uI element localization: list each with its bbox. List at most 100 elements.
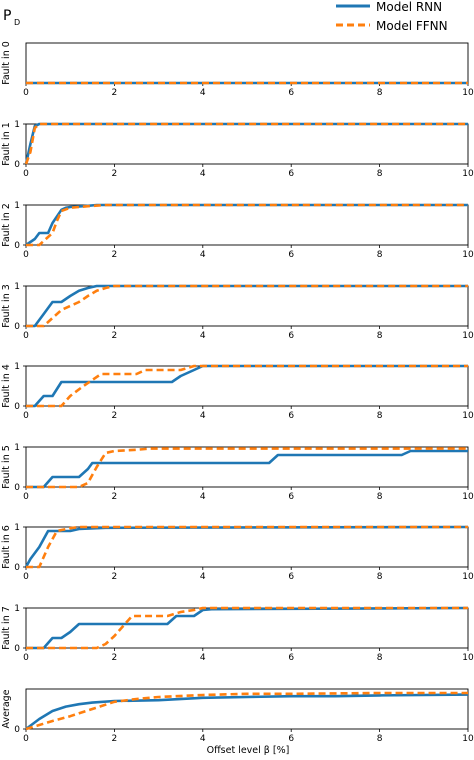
y-tick-label: 1 bbox=[14, 523, 20, 533]
x-tick-label: 8 bbox=[377, 653, 383, 663]
y-tick-label: 0 bbox=[14, 241, 20, 251]
series-rnn-line bbox=[26, 606, 469, 650]
series-ffnn-line bbox=[26, 364, 468, 408]
x-tick-label: 2 bbox=[112, 88, 118, 98]
y-tick-label: 0 bbox=[14, 644, 20, 654]
pd-subscript: D bbox=[14, 18, 20, 27]
x-tick-label: 4 bbox=[200, 572, 206, 582]
y-tick-label: 0 bbox=[14, 563, 20, 573]
series-ffnn-line bbox=[26, 284, 468, 328]
series-rnn-line bbox=[26, 449, 468, 489]
series-rnn-line bbox=[24, 525, 469, 568]
plot-frame bbox=[25, 365, 469, 407]
series-ffnn-line bbox=[25, 691, 468, 731]
x-tick-label: 6 bbox=[288, 653, 294, 663]
x-tick-label: 10 bbox=[462, 653, 474, 663]
x-tick-label: 4 bbox=[200, 250, 206, 260]
x-tick-label: 4 bbox=[200, 411, 206, 421]
y-tick-label: 0 bbox=[14, 160, 20, 170]
x-tick-label: 6 bbox=[288, 734, 294, 744]
x-tick-label: 8 bbox=[377, 169, 383, 179]
x-tick-label: 6 bbox=[288, 492, 294, 502]
y-tick-label: 1 bbox=[14, 604, 20, 614]
x-tick-label: 2 bbox=[112, 250, 118, 260]
plot-frame bbox=[25, 123, 469, 165]
x-tick-label: 0 bbox=[23, 492, 29, 502]
series-ffnn-line bbox=[24, 122, 468, 165]
plot-frame bbox=[25, 446, 469, 488]
x-tick-label: 2 bbox=[112, 734, 118, 744]
x-tick-label: 4 bbox=[200, 492, 206, 502]
plot-frame bbox=[25, 607, 469, 649]
x-tick-label: 8 bbox=[377, 734, 383, 744]
series-rnn-line bbox=[25, 203, 468, 247]
pd-label: P bbox=[3, 8, 11, 24]
series-ffnn-line bbox=[26, 525, 468, 569]
x-tick-label: 8 bbox=[377, 88, 383, 98]
series-ffnn-line bbox=[26, 203, 468, 247]
x-tick-label: 10 bbox=[462, 411, 474, 421]
x-tick-label: 0 bbox=[23, 88, 29, 98]
x-tick-label: 6 bbox=[288, 411, 294, 421]
series-rnn-line bbox=[24, 122, 468, 165]
legend-rnn-label: Model RNN bbox=[376, 0, 442, 14]
x-tick-label: 10 bbox=[462, 734, 474, 744]
x-tick-label: 4 bbox=[200, 734, 206, 744]
y-axis-label: Fault in 1 bbox=[1, 122, 12, 166]
x-axis-label: Offset level β [%] bbox=[207, 745, 290, 756]
y-axis-label: Fault in 3 bbox=[1, 284, 12, 328]
x-tick-label: 2 bbox=[112, 331, 118, 341]
x-tick-label: 10 bbox=[462, 88, 474, 98]
x-tick-label: 0 bbox=[23, 734, 29, 744]
x-tick-label: 6 bbox=[288, 88, 294, 98]
x-tick-label: 2 bbox=[112, 572, 118, 582]
x-tick-label: 0 bbox=[23, 250, 29, 260]
x-tick-label: 8 bbox=[377, 250, 383, 260]
y-tick-label: 0 bbox=[14, 322, 20, 332]
legend: Model RNN Model FFNN bbox=[336, 0, 448, 33]
x-tick-label: 6 bbox=[288, 331, 294, 341]
x-tick-label: 8 bbox=[377, 492, 383, 502]
legend-ffnn-label: Model FFNN bbox=[376, 19, 448, 33]
x-tick-label: 8 bbox=[377, 572, 383, 582]
x-tick-label: 10 bbox=[462, 169, 474, 179]
x-tick-label: 2 bbox=[112, 411, 118, 421]
y-axis-label: Fault in 5 bbox=[1, 445, 12, 489]
y-axis-label: Fault in 4 bbox=[1, 364, 12, 408]
y-axis-label: Fault in 0 bbox=[1, 41, 12, 85]
x-tick-label: 6 bbox=[288, 250, 294, 260]
y-tick-label: 1 bbox=[14, 362, 20, 372]
y-tick-label: 0 bbox=[14, 483, 20, 493]
y-axis-label: Fault in 7 bbox=[1, 606, 12, 650]
y-axis-label: Fault in 2 bbox=[1, 203, 12, 247]
x-tick-label: 6 bbox=[288, 169, 294, 179]
x-tick-label: 4 bbox=[200, 653, 206, 663]
x-tick-label: 4 bbox=[200, 88, 206, 98]
x-tick-label: 0 bbox=[23, 572, 29, 582]
x-tick-label: 0 bbox=[23, 653, 29, 663]
series-ffnn-line bbox=[26, 447, 468, 489]
series-ffnn-line bbox=[26, 606, 468, 650]
x-tick-label: 0 bbox=[23, 331, 29, 341]
x-tick-label: 10 bbox=[462, 250, 474, 260]
series-rnn-line bbox=[26, 284, 468, 328]
plot-frame bbox=[25, 42, 469, 84]
x-tick-label: 2 bbox=[112, 653, 118, 663]
x-tick-label: 2 bbox=[112, 169, 118, 179]
y-axis-label: Average bbox=[1, 689, 12, 728]
y-tick-label: 1 bbox=[14, 443, 20, 453]
x-tick-label: 4 bbox=[200, 169, 206, 179]
y-tick-label: 1 bbox=[14, 282, 20, 292]
y-tick-label: 1 bbox=[14, 201, 20, 211]
x-tick-label: 10 bbox=[462, 572, 474, 582]
plot-frame bbox=[25, 204, 469, 246]
